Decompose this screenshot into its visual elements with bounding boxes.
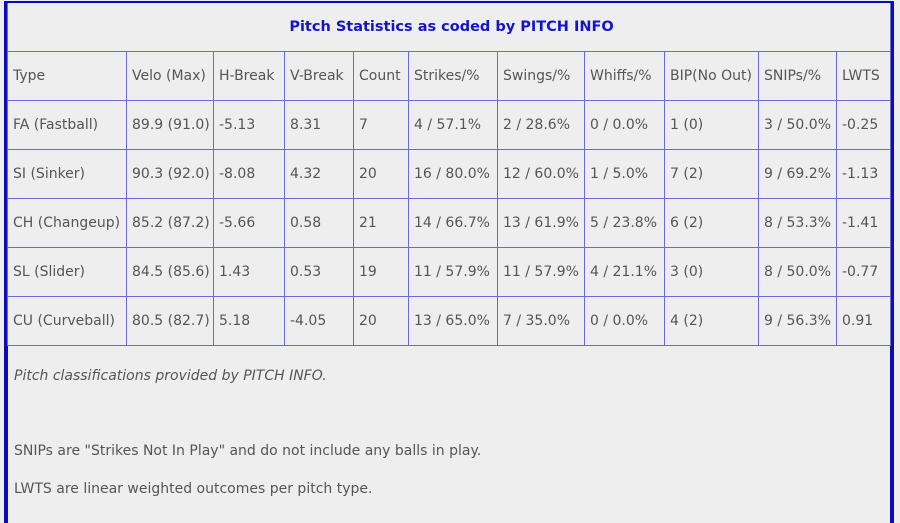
table-cell: SL (Slider) bbox=[7, 247, 127, 297]
table-cell: 21 bbox=[353, 198, 409, 248]
table-cell: 8 / 50.0% bbox=[758, 247, 837, 297]
table-cell: 20 bbox=[353, 149, 409, 199]
table-cell: 9 / 69.2% bbox=[758, 149, 837, 199]
column-header: Strikes/% bbox=[408, 51, 498, 101]
table-cell: 8.31 bbox=[284, 100, 354, 150]
table-cell: 5.18 bbox=[213, 296, 285, 346]
table-cell: 0.58 bbox=[284, 198, 354, 248]
table-cell: 7 (2) bbox=[664, 149, 759, 199]
column-header: Velo (Max) bbox=[126, 51, 214, 101]
table-row: CU (Curveball) 80.5 (82.7) 5.18 -4.05 20 13 /… bbox=[7, 296, 892, 346]
table-cell: 7 / 35.0% bbox=[497, 296, 585, 346]
table-cell: -5.66 bbox=[213, 198, 285, 248]
column-header: V-Break bbox=[284, 51, 354, 101]
table-cell: 89.9 (91.0) bbox=[126, 100, 214, 150]
table-cell: 1 / 5.0% bbox=[584, 149, 665, 199]
header-row: Type Velo (Max) H-Break V-Break Count Strikes… bbox=[7, 51, 892, 101]
note-classification: Pitch classifications provided by PITCH … bbox=[14, 368, 327, 384]
table-row: SL (Slider) 84.5 (85.6) 1.43 0.53 19 11 / 57.… bbox=[7, 247, 892, 297]
table-cell: 20 bbox=[353, 296, 409, 346]
table-cell: 5 / 23.8% bbox=[584, 198, 665, 248]
table-cell: FA (Fastball) bbox=[7, 100, 127, 150]
table-cell: 4 / 57.1% bbox=[408, 100, 498, 150]
table-cell: 7 bbox=[353, 100, 409, 150]
note-lwts: LWTS are linear weighted outcomes per pi… bbox=[14, 481, 373, 497]
column-header: H-Break bbox=[213, 51, 285, 101]
table-cell: 3 (0) bbox=[664, 247, 759, 297]
table-cell: SI (Sinker) bbox=[7, 149, 127, 199]
pitch-stats-table: Pitch Statistics as coded by PITCH INFO … bbox=[6, 3, 892, 346]
table-cell: 4.32 bbox=[284, 149, 354, 199]
table-cell: -5.13 bbox=[213, 100, 285, 150]
table-cell: 3 / 50.0% bbox=[758, 100, 837, 150]
table-cell: 1.43 bbox=[213, 247, 285, 297]
table-row: SI (Sinker) 90.3 (92.0) -8.08 4.32 20 16 / 80… bbox=[7, 149, 892, 199]
table-cell: 13 / 65.0% bbox=[408, 296, 498, 346]
note-snips: SNIPs are "Strikes Not In Play" and do n… bbox=[14, 443, 482, 459]
table-cell: 12 / 60.0% bbox=[497, 149, 585, 199]
table-cell: 2 / 28.6% bbox=[497, 100, 585, 150]
column-header: Type bbox=[7, 51, 127, 101]
column-header: Whiffs/% bbox=[584, 51, 665, 101]
table-cell: 19 bbox=[353, 247, 409, 297]
column-header: LWTS bbox=[835, 51, 892, 101]
table-cell: -0.25 bbox=[835, 100, 892, 150]
table-row: FA (Fastball) 89.9 (91.0) -5.13 8.31 7 4 / 57… bbox=[7, 100, 892, 150]
table-cell: 0.53 bbox=[284, 247, 354, 297]
table-row: CH (Changeup) 85.2 (87.2) -5.66 0.58 21 14 / … bbox=[7, 198, 892, 248]
table-cell: 11 / 57.9% bbox=[497, 247, 585, 297]
table-cell: 9 / 56.3% bbox=[758, 296, 837, 346]
table-cell: 4 (2) bbox=[664, 296, 759, 346]
column-header: SNIPs/% bbox=[758, 51, 837, 101]
table-cell: 11 / 57.9% bbox=[408, 247, 498, 297]
table-cell: 0 / 0.0% bbox=[584, 100, 665, 150]
table-cell: -1.41 bbox=[835, 198, 892, 248]
table-cell: 0.91 bbox=[835, 296, 892, 346]
column-header: BIP(No Out) bbox=[664, 51, 759, 101]
table-cell: 16 / 80.0% bbox=[408, 149, 498, 199]
table-cell: 84.5 (85.6) bbox=[126, 247, 214, 297]
table-cell: -8.08 bbox=[213, 149, 285, 199]
table-cell: 13 / 61.9% bbox=[497, 198, 585, 248]
table-cell: 4 / 21.1% bbox=[584, 247, 665, 297]
table-cell: 6 (2) bbox=[664, 198, 759, 248]
table-cell: CU (Curveball) bbox=[7, 296, 127, 346]
table-cell: 1 (0) bbox=[664, 100, 759, 150]
column-header: Swings/% bbox=[497, 51, 585, 101]
table-cell: -1.13 bbox=[835, 149, 892, 199]
table-title: Pitch Statistics as coded by PITCH INFO bbox=[6, 3, 892, 52]
table-cell: 85.2 (87.2) bbox=[126, 198, 214, 248]
table-cell: 14 / 66.7% bbox=[408, 198, 498, 248]
table-cell: -0.77 bbox=[835, 247, 892, 297]
table-cell: 90.3 (92.0) bbox=[126, 149, 214, 199]
table-cell: 0 / 0.0% bbox=[584, 296, 665, 346]
table-cell: -4.05 bbox=[284, 296, 354, 346]
table-cell: CH (Changeup) bbox=[7, 198, 127, 248]
table-cell: 80.5 (82.7) bbox=[126, 296, 214, 346]
pitch-stats-panel: Pitch Statistics as coded by PITCH INFO … bbox=[4, 1, 894, 523]
table-cell: 8 / 53.3% bbox=[758, 198, 837, 248]
column-header: Count bbox=[353, 51, 409, 101]
